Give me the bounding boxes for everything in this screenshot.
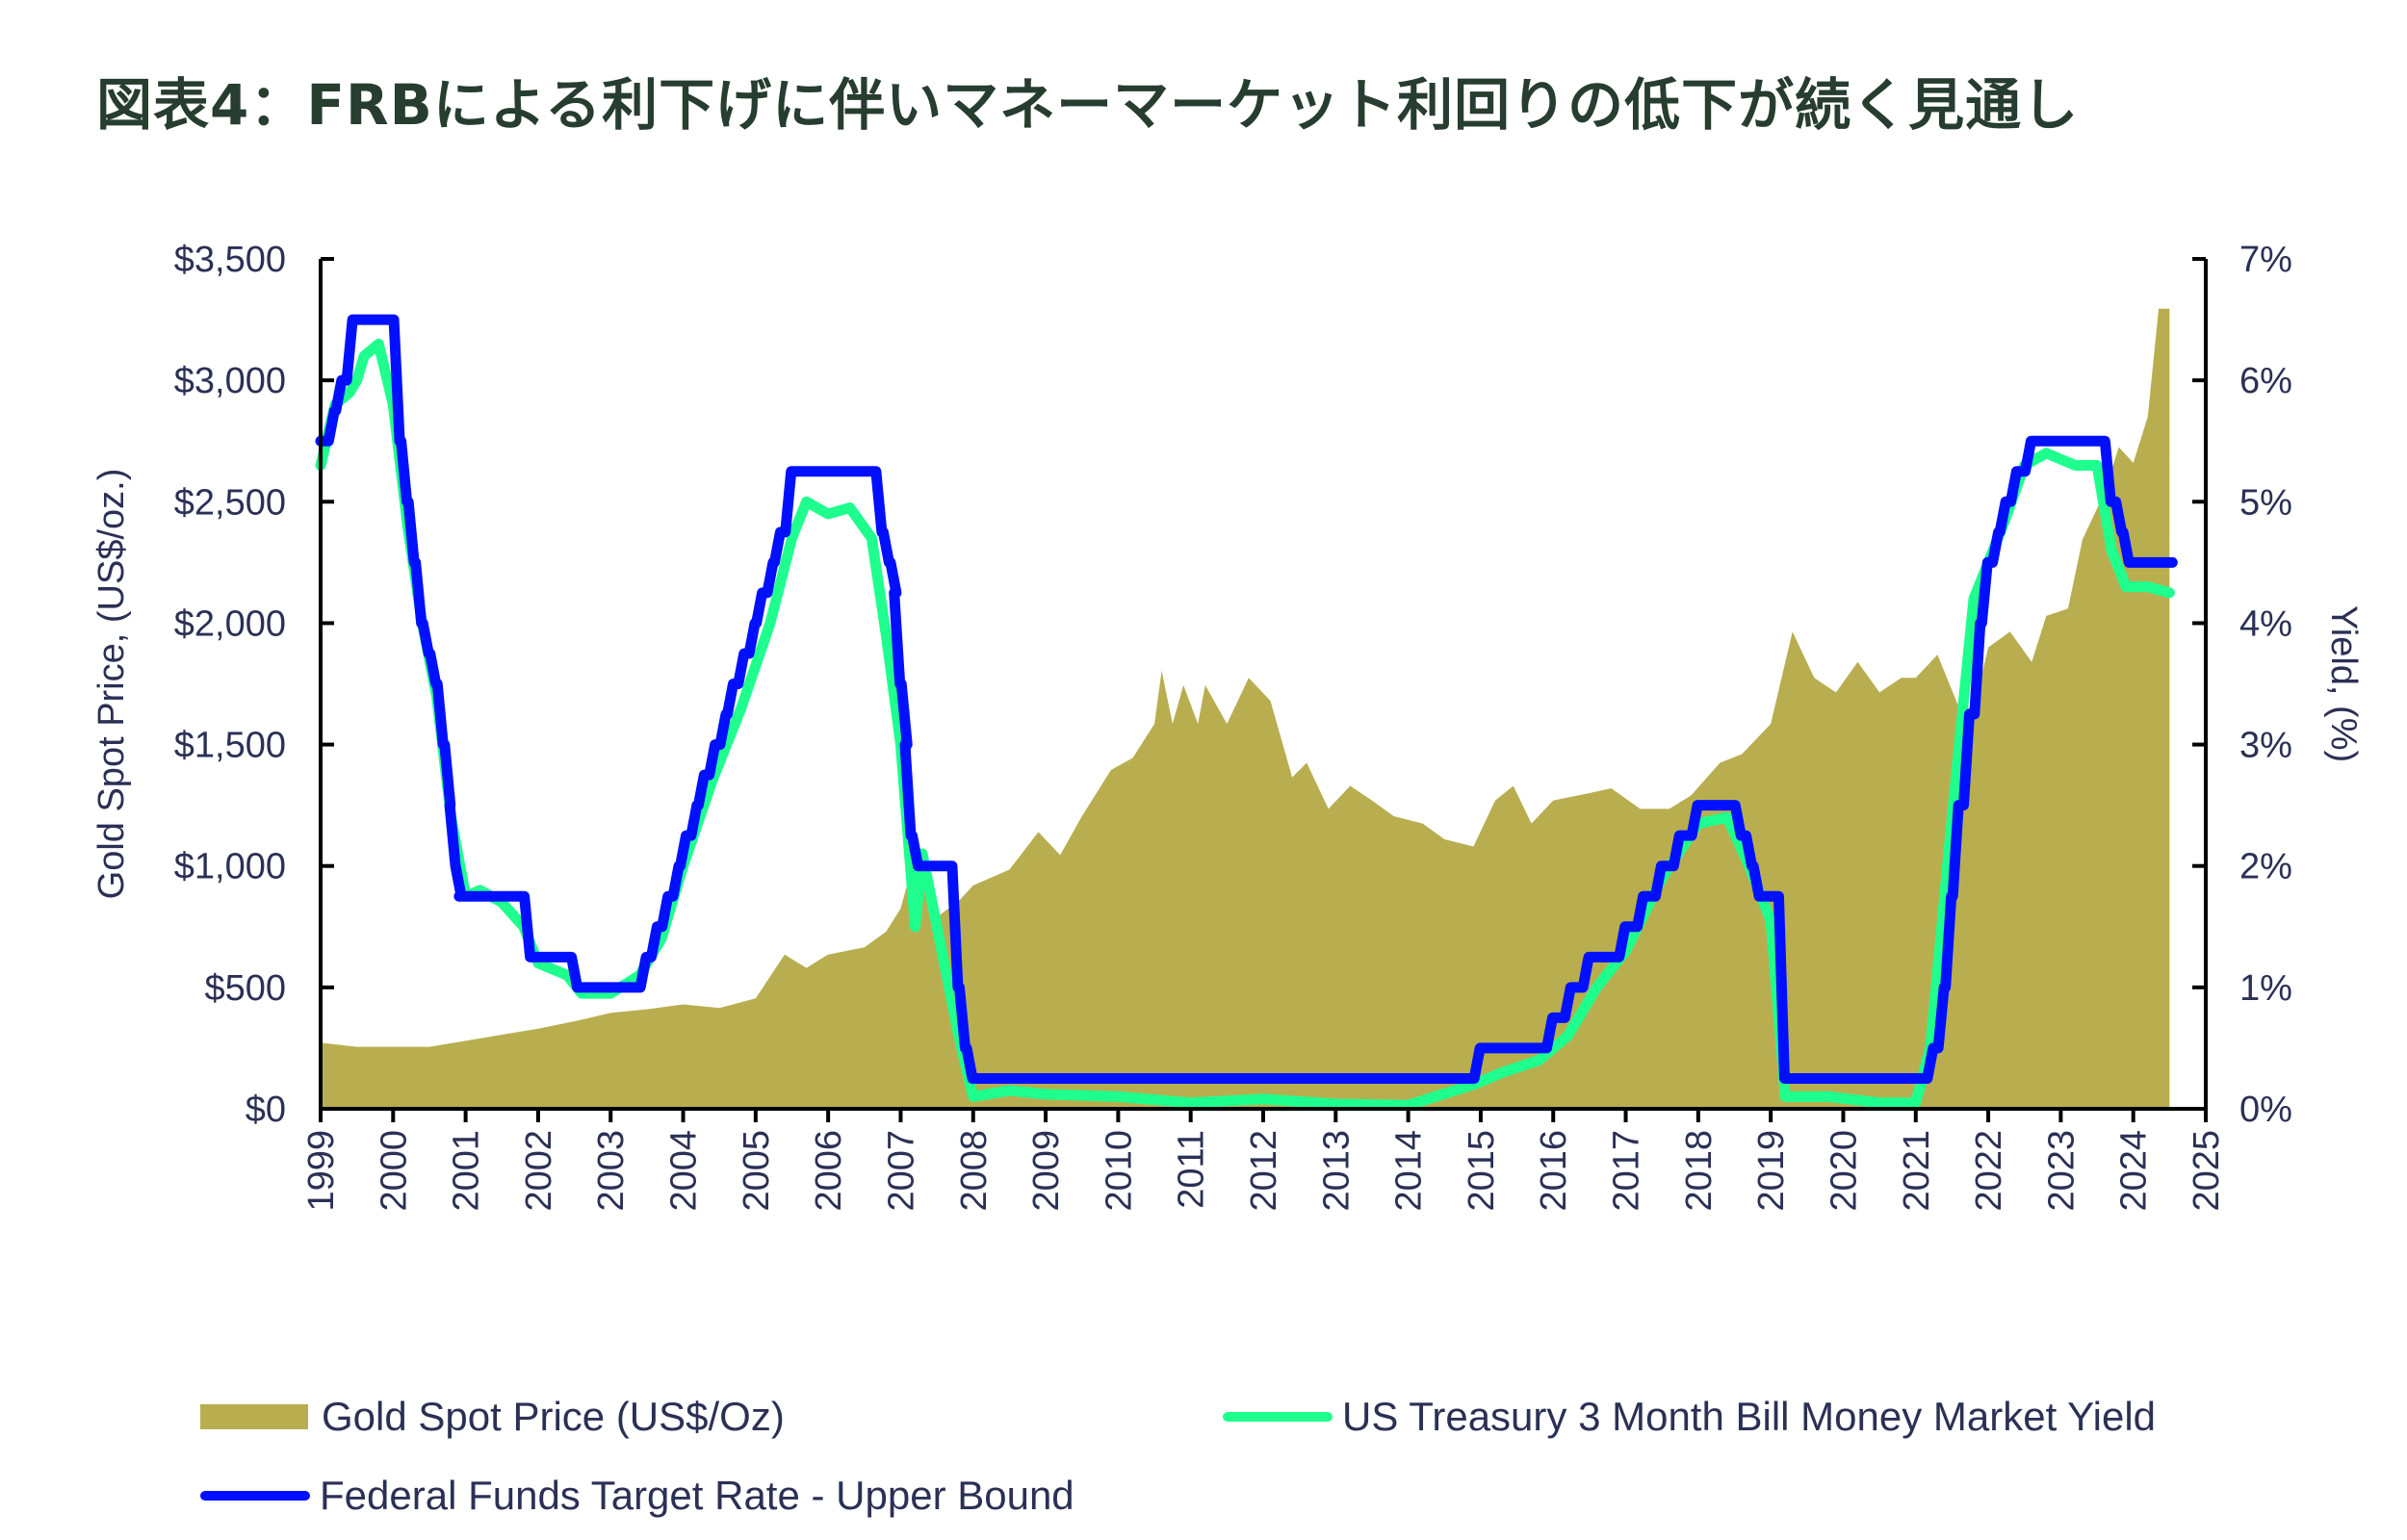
x-tick-label: 2020 — [1824, 1130, 1864, 1212]
legend-label-treasury: US Treasury 3 Month Bill Money Market Yi… — [1342, 1394, 2157, 1439]
x-tick-label: 2007 — [881, 1130, 921, 1212]
x-tick-label: 2008 — [954, 1130, 995, 1212]
x-tick-label: 1999 — [301, 1130, 342, 1212]
x-tick-label: 2018 — [1679, 1130, 1720, 1212]
x-tick-label: 2014 — [1389, 1130, 1430, 1212]
x-tick-label: 2010 — [1099, 1130, 1139, 1212]
x-tick-label: 2004 — [664, 1130, 705, 1212]
y-right-tick-label: 1% — [2239, 968, 2292, 1009]
legend-item-treasury: US Treasury 3 Month Bill Money Market Yi… — [1223, 1394, 2156, 1440]
legend-label-gold: Gold Spot Price (US$/Oz) — [322, 1394, 785, 1439]
legend-label-fed: Federal Funds Target Rate - Upper Bound — [320, 1473, 1074, 1518]
y-left-tick-label: $3,000 — [174, 361, 286, 401]
legend-item-fed: Federal Funds Target Rate - Upper Bound — [200, 1473, 1074, 1519]
legend-item-gold: Gold Spot Price (US$/Oz) — [200, 1394, 785, 1440]
x-tick-label: 2021 — [1897, 1130, 1937, 1212]
y-left-tick-label: $500 — [204, 968, 286, 1009]
x-tick-label: 2019 — [1751, 1130, 1792, 1212]
y-right-axis-title: Yield, (%) — [2323, 605, 2364, 762]
x-tick-label: 2001 — [447, 1130, 487, 1212]
x-tick-label: 2012 — [1244, 1130, 1284, 1212]
x-tick-label: 2000 — [374, 1130, 414, 1212]
x-tick-label: 2005 — [737, 1130, 777, 1212]
x-tick-label: 2013 — [1316, 1130, 1357, 1212]
chart-title: 図表4：FRBによる利下げに伴いマネーマーケット利回りの低下が続く見通し — [96, 72, 2080, 138]
y-right-tick-label: 5% — [2239, 482, 2292, 523]
y-left-tick-label: $1,000 — [174, 847, 286, 887]
x-tick-label: 2015 — [1462, 1130, 1502, 1212]
y-left-tick-label: $2,500 — [174, 482, 286, 523]
legend-swatch-fed — [200, 1491, 310, 1501]
x-tick-label: 2023 — [2041, 1130, 2082, 1212]
y-left-tick-label: $1,500 — [174, 726, 286, 766]
x-tick-label: 2024 — [2114, 1130, 2155, 1212]
x-tick-label: 2011 — [1172, 1130, 1212, 1209]
gold-area-layer — [321, 308, 2170, 1109]
y-right-tick-label: 3% — [2239, 726, 2292, 766]
x-tick-label: 2003 — [591, 1130, 632, 1212]
y-right-tick-label: 6% — [2239, 361, 2292, 401]
y-left-tick-label: $3,500 — [174, 240, 286, 280]
fed-funds-line — [315, 314, 2178, 1084]
yield-lines-layer — [315, 314, 2178, 1111]
x-tick-label: 2006 — [809, 1130, 849, 1212]
x-tick-label: 2016 — [1534, 1130, 1574, 1212]
y-left-tick-label: $2,000 — [174, 603, 286, 644]
gold-price-area — [321, 308, 2170, 1109]
y-right-tick-label: 2% — [2239, 847, 2292, 887]
x-tick-label: 2017 — [1607, 1130, 1647, 1212]
y-right-tick-label: 4% — [2239, 603, 2292, 644]
x-tick-label: 2022 — [1969, 1130, 2009, 1212]
x-tick-label: 2009 — [1026, 1130, 1067, 1212]
y-right-tick-label: 7% — [2239, 240, 2292, 280]
axes: $0 $500 $1,000 $1,500 $2,000 $2,500 $3,000 $3,5… — [91, 240, 2364, 1212]
legend-swatch-treasury — [1223, 1412, 1333, 1422]
x-tick-label: 2025 — [2187, 1130, 2227, 1212]
x-tick-label: 2002 — [519, 1130, 559, 1212]
legend-swatch-gold — [200, 1404, 308, 1429]
y-left-tick-label: $0 — [246, 1090, 286, 1130]
y-right-tick-label: 0% — [2239, 1090, 2292, 1130]
y-left-axis-title: Gold Spot Price, (US$/oz.) — [91, 469, 132, 900]
